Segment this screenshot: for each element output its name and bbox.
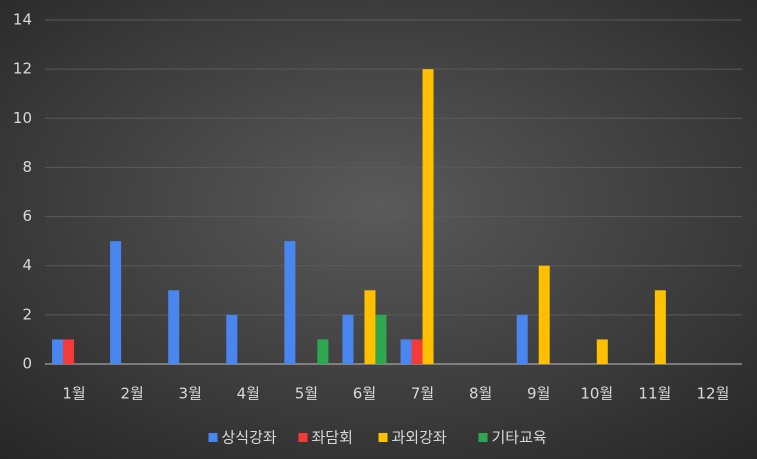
bar — [516, 314, 528, 364]
y-tick-label: 14 — [13, 11, 32, 29]
bar — [538, 265, 550, 364]
bar — [342, 314, 354, 364]
bar — [284, 241, 296, 364]
legend-swatch — [298, 433, 308, 442]
x-tick-label: 5월 — [295, 385, 318, 403]
y-tick-label: 0 — [22, 355, 32, 373]
bar — [168, 290, 180, 364]
legend-label: 상식강좌 — [222, 429, 277, 447]
x-tick-label: 4월 — [237, 385, 260, 403]
bar — [654, 290, 666, 364]
x-tick-label: 10월 — [580, 385, 613, 403]
y-tick-label: 6 — [22, 207, 32, 225]
bar — [400, 339, 412, 364]
legend-label: 좌담회 — [312, 429, 353, 447]
bar — [411, 339, 423, 364]
x-tick-label: 11월 — [638, 385, 671, 403]
x-tick-label: 8월 — [469, 385, 492, 403]
bar — [596, 339, 608, 364]
bar — [375, 314, 387, 364]
legend-label: 과외강좌 — [392, 429, 447, 447]
legend-swatch — [378, 433, 388, 442]
x-tick-label: 7월 — [411, 385, 434, 403]
bar — [317, 339, 329, 364]
legend-label: 기타교육 — [492, 429, 547, 447]
bar — [226, 314, 238, 364]
bar — [422, 69, 434, 365]
x-tick-label: 1월 — [62, 385, 85, 403]
y-tick-label: 2 — [22, 305, 32, 323]
bar — [364, 290, 376, 364]
x-tick-label: 12월 — [697, 385, 730, 403]
legend-swatch — [208, 433, 218, 442]
legend-swatch — [478, 433, 488, 442]
bar — [63, 339, 75, 364]
y-tick-label: 4 — [22, 256, 32, 274]
x-tick-label: 3월 — [179, 385, 202, 403]
x-tick-label: 9월 — [527, 385, 550, 403]
bar — [52, 339, 64, 364]
y-tick-label: 10 — [13, 109, 32, 127]
y-tick-label: 8 — [22, 158, 32, 176]
bar — [110, 241, 122, 364]
x-tick-label: 6월 — [353, 385, 376, 403]
y-tick-label: 12 — [13, 60, 32, 78]
x-tick-label: 2월 — [120, 385, 143, 403]
